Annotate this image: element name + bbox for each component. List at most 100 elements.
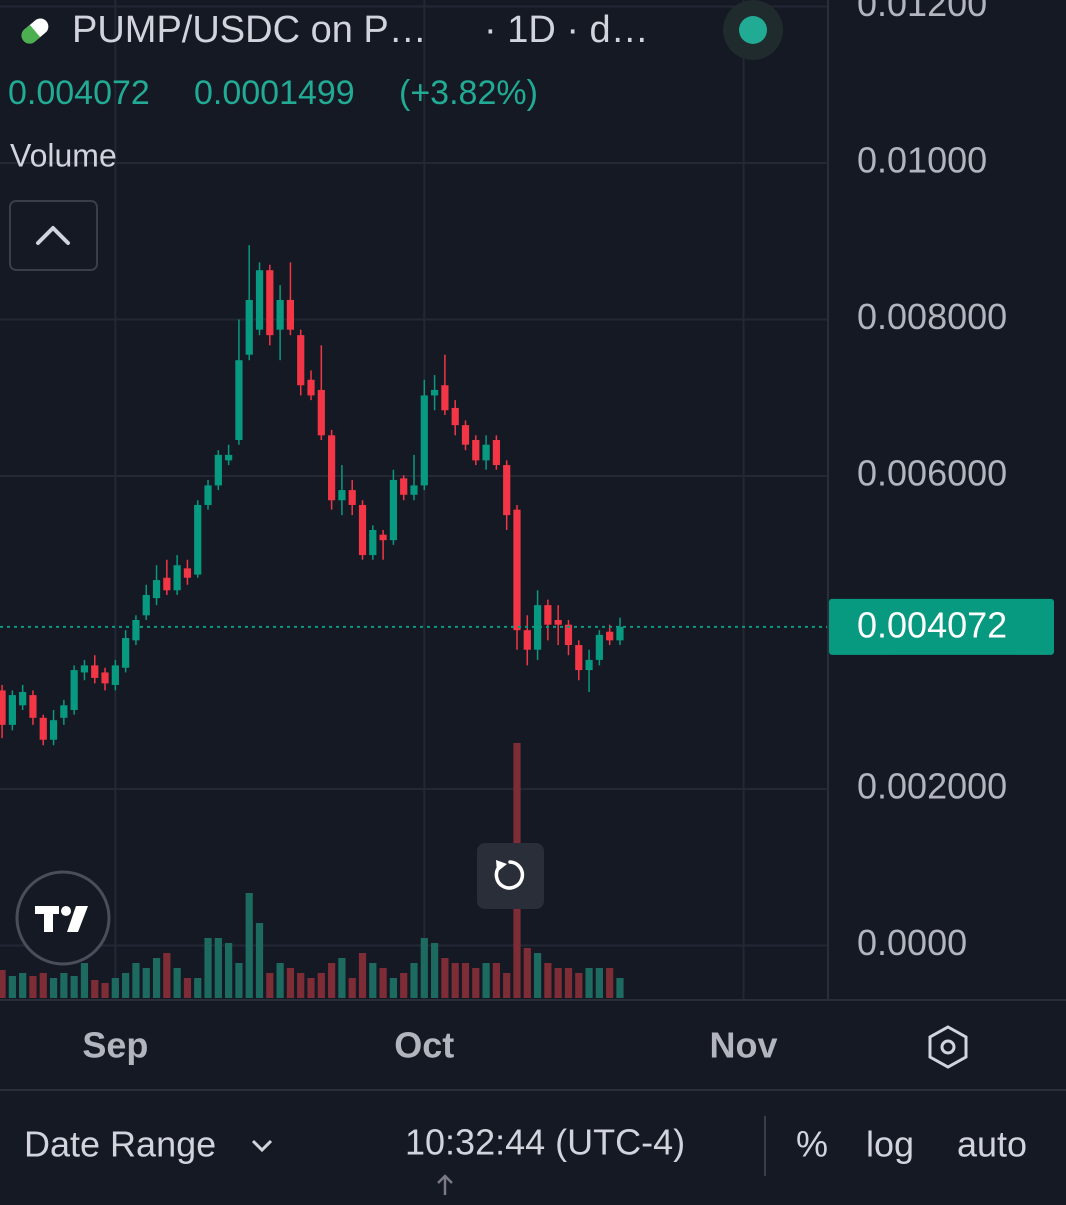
candle-body	[307, 379, 315, 396]
volume-bar	[276, 963, 284, 998]
candle-body	[338, 490, 346, 501]
volume-bar	[389, 978, 398, 998]
volume-bar	[163, 953, 171, 998]
candle-body	[173, 565, 181, 591]
x-tick-label: Oct	[394, 1025, 454, 1066]
candle-body	[49, 720, 58, 740]
reset-button[interactable]	[477, 843, 544, 909]
candle-body	[379, 534, 387, 541]
y-tick-label: 0.0000	[857, 922, 967, 963]
interval[interactable]: · 1D · d…	[484, 9, 649, 51]
candle-body	[544, 605, 552, 625]
volume-bar	[80, 963, 89, 998]
x-tick-label: Sep	[82, 1025, 148, 1066]
auto-toggle[interactable]: auto	[957, 1124, 1027, 1165]
dropdown-caret	[251, 1139, 273, 1153]
candle-body	[8, 695, 16, 725]
candle-body	[255, 270, 264, 330]
candle-body	[492, 440, 500, 466]
log-toggle[interactable]: log	[866, 1124, 914, 1165]
percent-toggle[interactable]: %	[796, 1124, 828, 1165]
volume-bar	[420, 938, 428, 998]
date-range-button[interactable]: Date Range	[24, 1124, 216, 1165]
candle-body	[410, 485, 418, 495]
candle-body	[19, 691, 27, 706]
candle-body	[564, 624, 573, 646]
volume-bar	[400, 973, 408, 998]
candle-body	[523, 630, 531, 650]
candle-body	[70, 670, 78, 710]
volume-bar	[482, 963, 490, 998]
candle-body	[585, 659, 593, 671]
candle-body	[358, 504, 367, 556]
scroll-arrow	[437, 1174, 453, 1184]
volume-bar	[19, 973, 27, 998]
volume-bar	[585, 968, 593, 998]
candle-body	[533, 605, 542, 650]
candle-body	[39, 717, 47, 740]
candle-body	[163, 577, 171, 591]
candle-body	[441, 385, 449, 411]
collapse-button[interactable]	[9, 200, 98, 271]
volume-bar	[616, 978, 624, 998]
price-change-percent: (+3.82%)	[399, 74, 538, 112]
candle-body	[235, 360, 243, 441]
volume-bar	[297, 973, 305, 998]
volume-bar	[0, 970, 6, 998]
candle-body	[369, 530, 377, 556]
volume-bar	[317, 973, 325, 998]
y-tick-label: 0.008000	[857, 296, 1007, 337]
settings-button[interactable]	[928, 1025, 968, 1069]
y-tick-label: 0.006000	[857, 453, 1007, 494]
candle-body	[472, 440, 480, 461]
candle-body	[152, 580, 161, 599]
candle-body	[29, 695, 37, 718]
status-dot	[739, 16, 767, 44]
candle-body	[430, 389, 439, 396]
symbol-title[interactable]: PUMP/USDC on P…	[72, 9, 427, 51]
volume-bar	[503, 973, 511, 998]
current-price-label: 0.004072	[857, 604, 1007, 645]
volume-bar	[575, 973, 583, 998]
volume-bar	[338, 958, 346, 998]
volume-bar	[451, 963, 459, 998]
candle-body	[194, 504, 202, 575]
volume-bar	[410, 963, 418, 998]
volume-bar	[194, 978, 202, 998]
volume-bar	[70, 976, 78, 998]
candle-body	[606, 631, 614, 641]
volume-bar	[101, 983, 109, 998]
candle-body	[60, 705, 68, 718]
volume-bar	[122, 973, 130, 998]
candle-body	[482, 444, 490, 461]
volume-bar	[441, 958, 449, 998]
price-change: 0.0001499	[194, 74, 355, 112]
volume-bar	[245, 893, 253, 998]
candle-body	[204, 485, 212, 505]
y-tick-label: 0.01000	[857, 140, 987, 181]
candle-body	[513, 509, 521, 631]
volume-bar	[152, 958, 161, 998]
candle-body	[389, 479, 398, 541]
candle-body	[214, 454, 222, 486]
last-price: 0.004072	[8, 74, 150, 112]
volume-bar	[204, 938, 212, 998]
candle-body	[595, 634, 603, 660]
volume-bar	[348, 978, 356, 998]
clock[interactable]: 10:32:44 (UTC-4)	[405, 1122, 685, 1163]
y-tick-label: 0.002000	[857, 766, 1007, 807]
candle-body	[451, 407, 459, 426]
tradingview-logo[interactable]	[15, 870, 111, 966]
candle-body	[297, 335, 305, 386]
candle-body	[0, 690, 6, 725]
volume-bar	[523, 948, 531, 998]
volume-bar	[358, 953, 367, 998]
volume-bar	[8, 976, 16, 998]
candle-body	[80, 665, 89, 673]
volume-bar	[379, 968, 387, 998]
candle-body	[276, 299, 284, 330]
candle-body	[225, 454, 233, 461]
volume-bar	[369, 963, 377, 998]
volume-bar	[472, 968, 480, 998]
volume-bar	[29, 976, 37, 998]
